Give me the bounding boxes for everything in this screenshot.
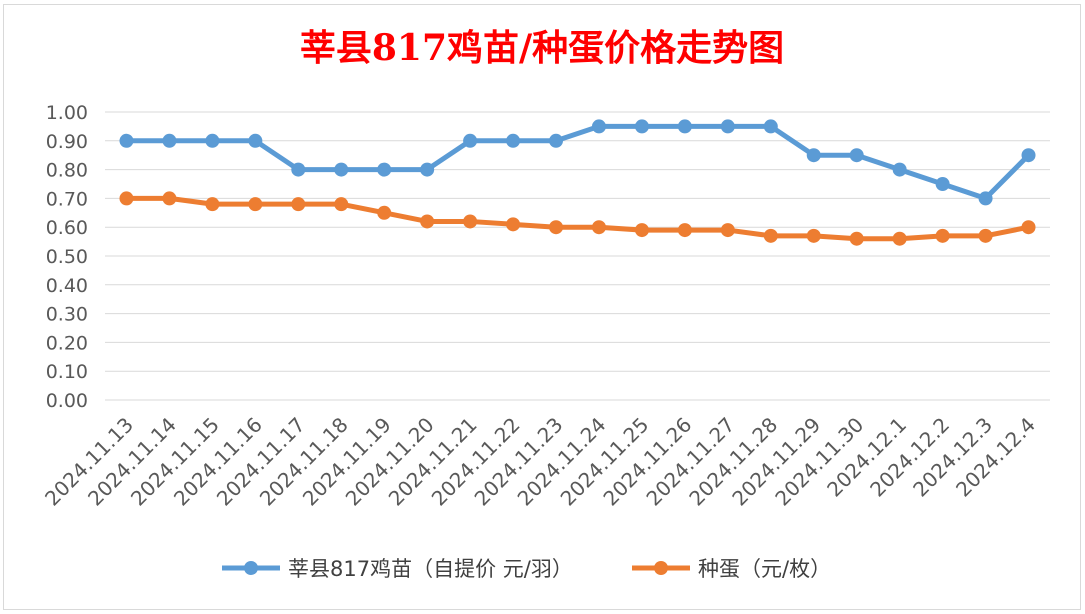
legend-label: 莘县817鸡苗（自提价 元/羽）: [288, 557, 573, 581]
data-point: [720, 119, 735, 134]
y-tick-label: 0.50: [46, 246, 88, 268]
series-group: [119, 119, 1036, 246]
data-point: [806, 228, 821, 243]
data-point: [463, 214, 478, 229]
data-point: [978, 228, 993, 243]
data-point: [1021, 220, 1036, 235]
series-line: [123, 123, 1032, 201]
legend-item: 莘县817鸡苗（自提价 元/羽）: [222, 557, 573, 581]
data-point: [677, 119, 692, 134]
data-point: [291, 197, 306, 212]
data-point: [420, 214, 435, 229]
y-tick-label: 0.00: [46, 390, 88, 412]
series-2: [119, 191, 1036, 246]
data-point: [334, 162, 349, 177]
data-point: [763, 119, 778, 134]
series-1: [119, 119, 1036, 206]
data-point: [377, 162, 392, 177]
data-point: [1021, 148, 1036, 163]
y-tick-label: 0.10: [46, 361, 88, 383]
data-point: [892, 231, 907, 246]
data-point: [677, 223, 692, 238]
y-tick-label: 0.90: [46, 131, 88, 153]
y-tick-label: 0.80: [46, 160, 88, 182]
data-point: [720, 223, 735, 238]
data-point: [506, 217, 521, 232]
data-point: [634, 119, 649, 134]
data-point: [591, 119, 606, 134]
data-point: [420, 162, 435, 177]
data-point: [119, 191, 134, 206]
data-point: [935, 228, 950, 243]
data-point: [892, 162, 907, 177]
data-point: [119, 133, 134, 148]
y-tick-label: 0.20: [46, 332, 88, 354]
data-point: [549, 220, 564, 235]
data-point: [591, 220, 606, 235]
data-point: [205, 197, 220, 212]
data-point: [248, 197, 263, 212]
y-tick-label: 0.60: [46, 217, 88, 239]
data-point: [763, 228, 778, 243]
data-point: [205, 133, 220, 148]
data-point: [634, 223, 649, 238]
data-point: [506, 133, 521, 148]
legend-label: 种蛋（元/枚）: [698, 557, 831, 581]
y-axis-ticks: 0.00 0.10 0.20 0.30 0.40 0.50 0.60 0.70 0.80 0.90…: [46, 102, 88, 412]
y-tick-label: 1.00: [46, 102, 88, 124]
y-tick-label: 0.70: [46, 188, 88, 210]
chart-frame: [3, 4, 1081, 610]
series-line: [123, 195, 1032, 242]
data-point: [806, 148, 821, 163]
gridlines: [105, 111, 1050, 401]
legend-item: 种蛋（元/枚）: [632, 557, 831, 581]
x-axis-ticks: 2024.11.132024.11.142024.11.152024.11.16…: [40, 413, 1040, 511]
y-tick-label: 0.30: [46, 304, 88, 326]
data-point: [162, 191, 177, 206]
data-point: [334, 197, 349, 212]
data-point: [162, 133, 177, 148]
data-point: [849, 148, 864, 163]
legend-swatch-marker: [244, 561, 258, 575]
data-point: [849, 231, 864, 246]
chart-title: 莘县817鸡苗/种蛋价格走势图: [300, 27, 784, 69]
data-point: [935, 177, 950, 191]
data-point: [978, 191, 993, 206]
y-tick-label: 0.40: [46, 275, 88, 297]
data-point: [377, 205, 392, 220]
legend-swatch-marker: [654, 561, 668, 575]
data-point: [291, 162, 306, 177]
data-point: [248, 133, 263, 148]
data-point: [463, 133, 478, 148]
legend: 莘县817鸡苗（自提价 元/羽） 种蛋（元/枚）: [222, 557, 831, 581]
data-point: [549, 133, 564, 148]
